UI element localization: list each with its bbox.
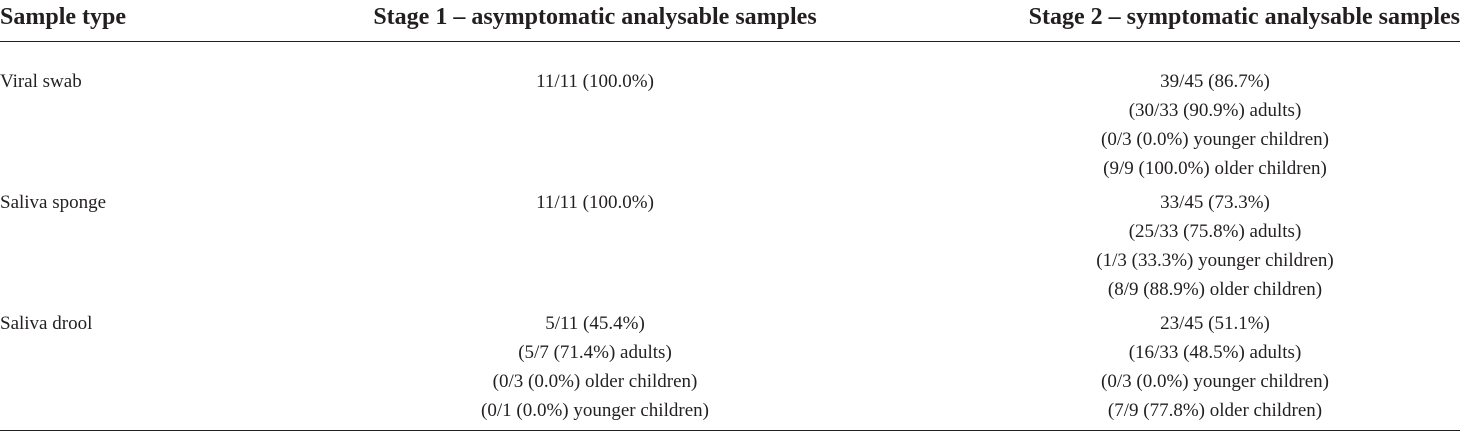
stage1-value: 5/11 (45.4%)	[545, 313, 645, 334]
stage2-cell: 39/45 (86.7%) (30/33 (90.9%) adults) (0/…	[910, 42, 1460, 184]
stage1-value: 11/11 (100.0%)	[536, 192, 654, 213]
table-header: Sample type Stage 1 – asymptomatic analy…	[0, 0, 1460, 42]
stage2-subvalue: (7/9 (77.8%) older children)	[1107, 400, 1323, 421]
stage2-cell: 23/45 (51.1%) (16/33 (48.5%) adults) (0/…	[910, 304, 1460, 431]
stage1-cell: 11/11 (100.0%)	[310, 183, 910, 304]
stage1-cell: 5/11 (45.4%) (5/7 (71.4%) adults) (0/3 (…	[310, 304, 910, 431]
results-table: Sample type Stage 1 – asymptomatic analy…	[0, 0, 1460, 431]
stage2-value: 33/45 (73.3%)	[1160, 192, 1270, 213]
stage2-subvalue: (9/9 (100.0%) older children)	[1103, 158, 1327, 179]
stage2-subvalue: (1/3 (33.3%) younger children)	[1096, 250, 1334, 271]
sample-type-cell: Saliva drool	[0, 304, 310, 431]
stage2-subvalue: (16/33 (48.5%) adults)	[1128, 342, 1302, 363]
stage2-subvalue: (30/33 (90.9%) adults)	[1128, 100, 1302, 121]
stage2-subvalue: (25/33 (75.8%) adults)	[1128, 221, 1302, 242]
table-row: Viral swab 11/11 (100.0%) 39/45 (86.7%) …	[0, 42, 1460, 184]
stage1-subvalue: (0/3 (0.0%) older children)	[492, 371, 698, 392]
stage2-value: 39/45 (86.7%)	[1160, 71, 1270, 92]
stage1-value: 11/11 (100.0%)	[536, 71, 654, 92]
stage2-subvalue: (0/3 (0.0%) younger children)	[1101, 371, 1329, 392]
table-row: Saliva sponge 11/11 (100.0%) 33/45 (73.3…	[0, 183, 1460, 304]
stage1-subvalue: (5/7 (71.4%) adults)	[518, 342, 672, 363]
table-row: Saliva drool 5/11 (45.4%) (5/7 (71.4%) a…	[0, 304, 1460, 431]
sample-type-cell: Saliva sponge	[0, 192, 107, 213]
stage2-value: 23/45 (51.1%)	[1160, 313, 1270, 334]
sample-type-cell: Viral swab	[0, 71, 82, 92]
header-row: Sample type Stage 1 – asymptomatic analy…	[0, 0, 1460, 42]
header-stage2: Stage 2 – symptomatic analysable samples	[910, 0, 1460, 42]
header-stage1: Stage 1 – asymptomatic analysable sample…	[310, 0, 910, 42]
stage2-subvalue: (0/3 (0.0%) younger children)	[1101, 129, 1329, 150]
header-sample-type: Sample type	[0, 0, 310, 42]
table-body: Viral swab 11/11 (100.0%) 39/45 (86.7%) …	[0, 42, 1460, 431]
stage1-subvalue: (0/1 (0.0%) younger children)	[481, 400, 709, 421]
stage2-cell: 33/45 (73.3%) (25/33 (75.8%) adults) (1/…	[910, 183, 1460, 304]
stage1-cell: 11/11 (100.0%)	[310, 42, 910, 184]
stage2-subvalue: (8/9 (88.9%) older children)	[1107, 279, 1323, 300]
